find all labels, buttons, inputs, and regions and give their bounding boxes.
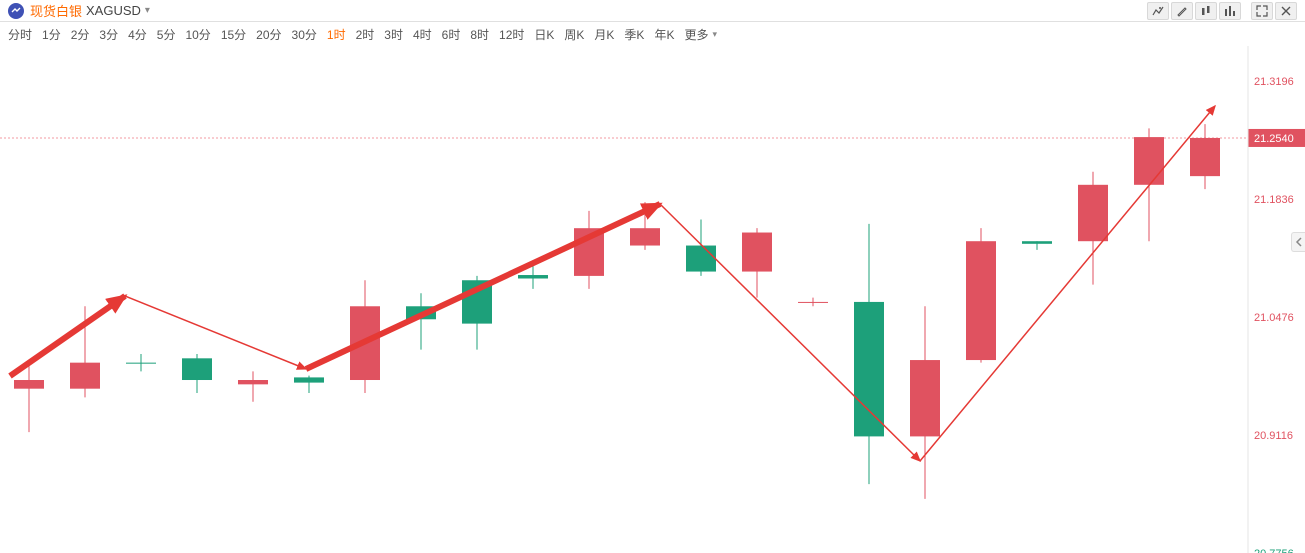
header-tools	[1147, 2, 1297, 20]
timeframe-30分[interactable]: 30分	[292, 26, 317, 43]
chart-header: 现货白银 XAGUSD ▾	[0, 0, 1305, 22]
candlestick-chart[interactable]: 21.2540 21.3196 21.1836 21.0476 20.9116 20.77…	[0, 46, 1305, 553]
timeframe-bar: 分时 1分 2分 3分 4分 5分 10分 15分 20分 30分 1时 2时 3时 4时 6时 8时 12时日…	[0, 22, 1305, 46]
timeframe-12时[interactable]: 12时	[499, 26, 524, 43]
timeframe-4时[interactable]: 4时	[413, 26, 432, 43]
bars-icon[interactable]	[1219, 2, 1241, 20]
timeframe-6时[interactable]: 6时	[442, 26, 461, 43]
more-dropdown-icon[interactable]: ▾	[712, 29, 717, 40]
expand-icon[interactable]	[1251, 2, 1273, 20]
timeframe-3分[interactable]: 3分	[99, 26, 118, 43]
timeframe-季K[interactable]: 季K	[624, 26, 644, 43]
symbol-code[interactable]: XAGUSD	[86, 3, 141, 18]
indicator-icon[interactable]	[1147, 2, 1169, 20]
side-panel-toggle[interactable]	[1291, 232, 1305, 252]
timeframe-3时[interactable]: 3时	[384, 26, 403, 43]
timeframe-年K[interactable]: 年K	[654, 26, 674, 43]
logo-icon	[8, 3, 24, 19]
timeframe-20分[interactable]: 20分	[256, 26, 281, 43]
chart-area[interactable]: 21.2540 21.3196 21.1836 21.0476 20.9116 20.77…	[0, 46, 1305, 553]
timeframe-2时[interactable]: 2时	[356, 26, 375, 43]
svg-text:21.1836: 21.1836	[1254, 194, 1294, 206]
timeframe-8时[interactable]: 8时	[470, 26, 489, 43]
timeframe-月K[interactable]: 月K	[594, 26, 614, 43]
timeframe-15分[interactable]: 15分	[221, 26, 246, 43]
svg-text:20.7756: 20.7756	[1254, 548, 1294, 553]
timeframe-日K[interactable]: 日K	[534, 26, 554, 43]
svg-text:21.0476: 21.0476	[1254, 312, 1294, 324]
svg-text:20.9116: 20.9116	[1254, 430, 1293, 442]
symbol-dropdown-icon[interactable]: ▾	[145, 5, 150, 16]
timeframe-1时[interactable]: 1时	[327, 26, 346, 43]
svg-text:21.3196: 21.3196	[1254, 76, 1294, 88]
close-icon[interactable]	[1275, 2, 1297, 20]
timeframe-2分[interactable]: 2分	[71, 26, 90, 43]
timeframe-5分[interactable]: 5分	[157, 26, 176, 43]
timeframe-4分[interactable]: 4分	[128, 26, 147, 43]
svg-text:21.2540: 21.2540	[1254, 133, 1294, 145]
timeframe-更多[interactable]: 更多	[684, 26, 708, 43]
timeframe-1分[interactable]: 1分	[42, 26, 61, 43]
pencil-icon[interactable]	[1171, 2, 1193, 20]
timeframe-10分[interactable]: 10分	[185, 26, 210, 43]
timeframe-分时[interactable]: 分时	[8, 26, 32, 43]
timeframe-周K[interactable]: 周K	[564, 26, 584, 43]
symbol-name[interactable]: 现货白银	[30, 1, 82, 20]
candle-icon[interactable]	[1195, 2, 1217, 20]
